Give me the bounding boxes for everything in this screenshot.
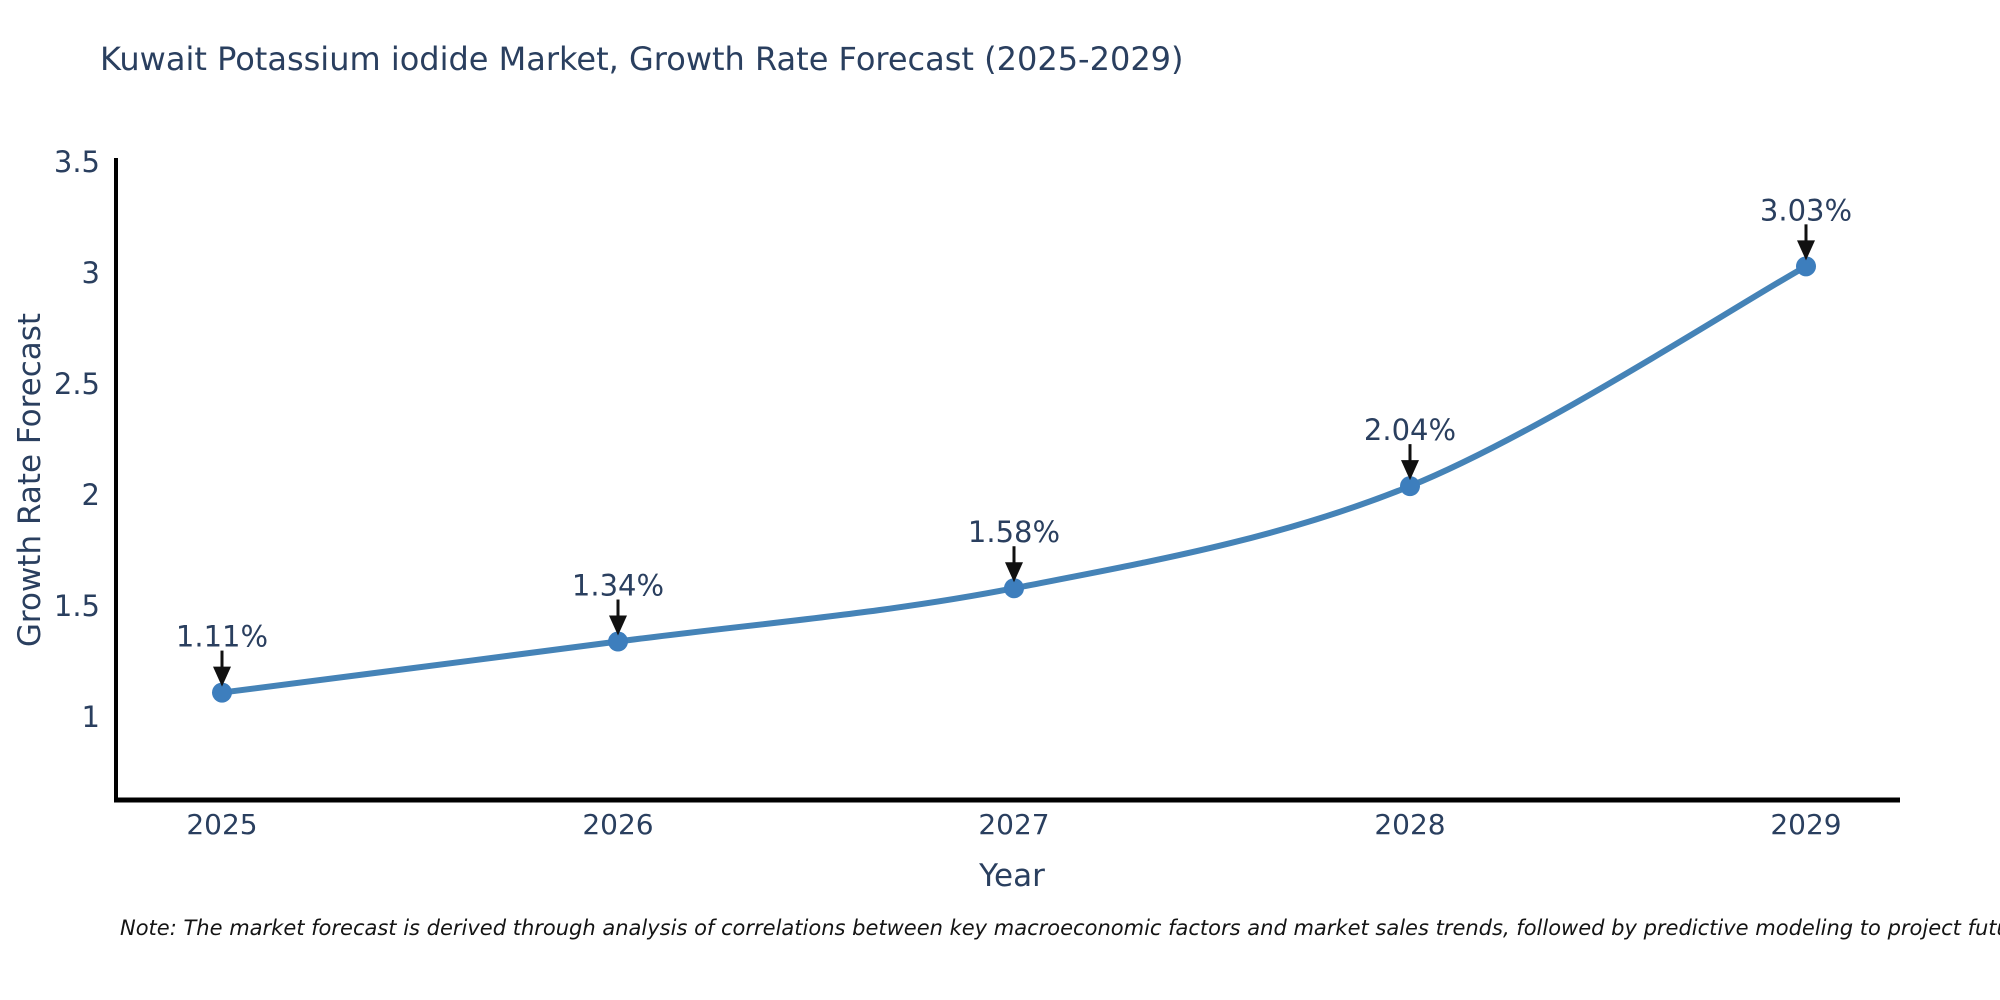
chart-title: Kuwait Potassium iodide Market, Growth R…: [100, 40, 1184, 78]
y-tick-label: 2.5: [54, 367, 100, 401]
x-tick-label: 2025: [186, 808, 257, 841]
data-point: [212, 682, 232, 703]
x-axis-title: Year: [979, 858, 1045, 894]
data-point: [1796, 256, 1816, 277]
y-tick-label: 2: [82, 478, 100, 512]
data-point-label: 1.11%: [176, 620, 268, 654]
y-tick-label: 1: [82, 700, 100, 734]
data-point-label: 3.03%: [1760, 193, 1852, 227]
data-point: [1004, 578, 1024, 599]
data-point: [608, 631, 628, 652]
trend-line: [219, 263, 1809, 696]
x-tick-label: 2028: [1374, 808, 1445, 841]
annotation-arrow-head: [213, 666, 231, 687]
chart-canvas: 1 1.5 2 2.5 3 3.5 2025 2026 2027 2028 2029 1.11% 1.3…: [54, 145, 1900, 841]
x-tick-label: 2027: [978, 808, 1049, 841]
y-tick-label: 3.5: [54, 145, 100, 179]
annotation-arrow-head: [1797, 240, 1815, 261]
y-tick-label: 1.5: [54, 589, 100, 623]
data-point-label: 2.04%: [1364, 413, 1456, 447]
footnote: Note: The market forecast is derived thr…: [120, 916, 2000, 940]
data-point: [1400, 476, 1420, 497]
y-tick-label: 3: [82, 256, 100, 290]
annotation-arrow-head: [609, 615, 627, 636]
annotation-arrow-head: [1005, 562, 1023, 583]
x-tick-label: 2029: [1770, 808, 1841, 841]
data-point-label: 1.58%: [968, 515, 1060, 549]
x-tick-label: 2026: [582, 808, 653, 841]
data-point-label: 1.34%: [572, 569, 664, 603]
annotation-arrow-head: [1401, 460, 1419, 481]
